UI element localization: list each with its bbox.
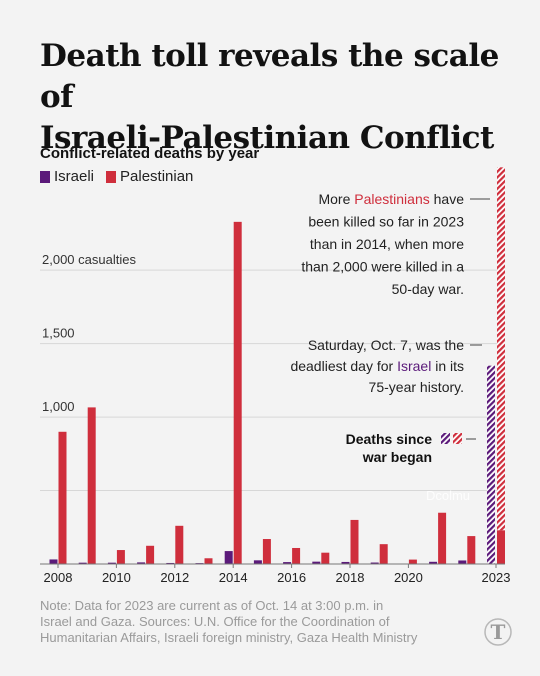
bar-israeli-2021 [429,561,438,564]
chart-title: Death toll reveals the scale of Israeli-… [40,36,510,159]
bar-palestinian-2022 [467,536,476,564]
war-legend-label: war began [362,449,432,465]
legend: Israeli Palestinian [40,168,205,185]
x-tick-label: 2014 [219,570,248,585]
bar-palestinian-2011 [146,545,155,564]
source-note: Note: Data for 2023 are current as of Oc… [40,598,480,646]
bar-israeli-2012 [166,562,175,564]
annotation-palestinian-line: than in 2014, when more [310,236,464,252]
annotation-israel-line: deadliest day for Israel in its [290,358,464,374]
y-tick-label: 2,000 casualties [42,252,136,267]
nyt-t-logo-icon: T [484,618,512,646]
y-tick-label: 1,500 [42,326,75,341]
title-line-1: Death toll reveals the scale of [40,38,499,115]
bar-chart: 2,000 casualties 1,500 1,000 More Palestin… [40,167,511,585]
bar-palestinian-2018 [350,519,359,564]
annotation-palestinian-line: been killed so far in 2023 [308,214,464,230]
bar-palestinian-2019 [379,544,388,564]
bar-israeli-2010 [107,562,116,564]
bar-palestinian-2021 [438,512,447,564]
bar-palestinian-2020 [408,559,417,564]
bar-israeli-2009 [78,562,87,564]
x-tick-label: 2010 [102,570,131,585]
bar-israeli-2014 [224,551,233,564]
war-legend-swatch-palestinian [453,433,462,444]
bar-israeli-2011 [137,562,146,564]
x-tick-label: 2016 [277,570,306,585]
bar-palestinian-2013 [204,558,213,564]
x-tick-label: 2012 [160,570,189,585]
bar-israeli-2015 [253,560,262,564]
legend-item-israeli: Israeli [40,168,94,185]
note-line-3: Humanitarian Affairs, Israeli foreign mi… [40,630,418,645]
bar-israeli-2019 [370,562,379,564]
bar-palestinian-2016 [292,547,301,564]
bar-palestinian-2017 [321,552,330,564]
annotation-palestinian-line: 50-day war. [392,281,464,297]
annotation-palestinian-line: than 2,000 were killed in a [301,259,464,275]
bar-israeli-2008 [49,559,58,564]
bar-israeli-2016 [283,562,292,564]
legend-label-palestinian: Palestinian [120,168,194,185]
note-line-1: Note: Data for 2023 are current as of Oc… [40,598,384,613]
war-legend-swatch-israeli [441,433,450,444]
bar-palestinian-2012 [175,525,184,564]
watermark: Dcolmu [426,488,470,503]
legend-swatch-palestinian [106,170,117,183]
x-tick-label: 2018 [336,570,365,585]
chart-subtitle: Conflict-related deaths by year [40,145,260,162]
x-tick-label: 2020 [394,570,423,585]
bar-palestinian-2023-before-war [497,530,505,564]
annotation-israel-line: Saturday, Oct. 7, was the [308,337,464,353]
annotation-palestinian-line: More Palestinians have [318,191,464,207]
legend-item-palestinian: Palestinian [106,168,193,185]
bar-palestinian-2010 [116,550,125,564]
bar-israeli-2022 [458,560,467,564]
annotation-israel-line: 75-year history. [369,379,464,395]
y-tick-label: 1,000 [42,399,75,414]
legend-swatch-israeli [40,170,50,183]
bar-israeli-2023-hatched [487,365,495,564]
war-legend-label: Deaths since [346,431,433,447]
x-tick-label: 2023 [482,570,511,585]
bar-israeli-2017 [312,561,321,564]
title-line-2: Israeli-Palestinian Conflict [40,120,494,156]
x-tick-label: 2008 [44,570,73,585]
note-line-2: Israel and Gaza. Sources: U.N. Office fo… [40,614,390,629]
bar-palestinian-2023-hatched [497,167,505,531]
bar-palestinian-2009 [87,407,96,564]
bar-israeli-2018 [341,561,350,564]
bar-palestinian-2008 [58,431,67,564]
bar-palestinian-2015 [262,539,271,564]
legend-label-israeli: Israeli [54,168,95,185]
svg-text:T: T [491,620,506,644]
bar-palestinian-2014 [233,221,242,564]
